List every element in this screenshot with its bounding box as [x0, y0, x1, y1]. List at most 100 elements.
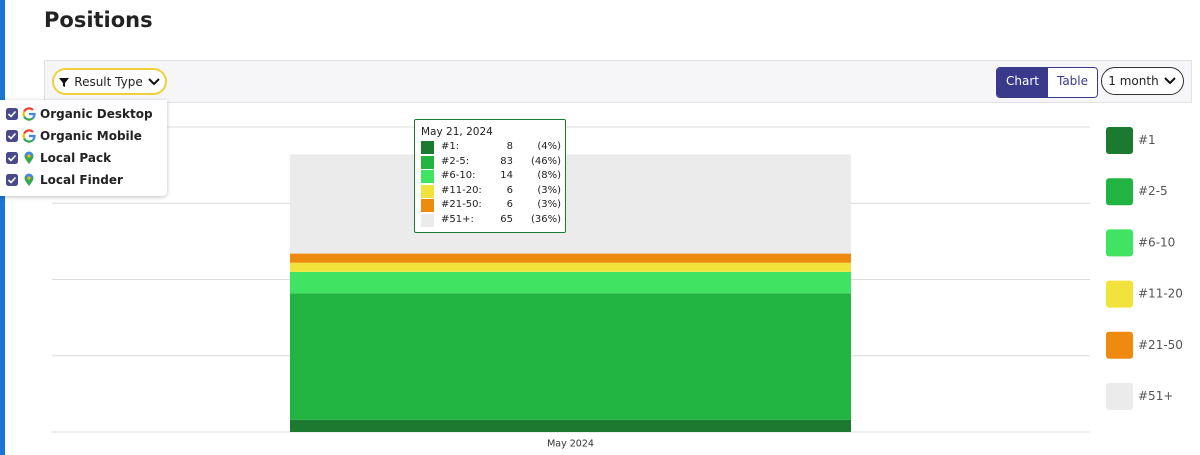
maps-icon [24, 151, 34, 164]
tooltip-value: 65 [500, 214, 513, 225]
legend-swatch [1106, 383, 1133, 410]
filter-button[interactable]: Result Type [52, 68, 167, 95]
tooltip-label: #1: [441, 141, 460, 152]
tooltip-value: 83 [500, 155, 513, 167]
filter-icon [59, 77, 70, 87]
menu-label: Local Finder [40, 173, 123, 187]
tooltip-swatch [421, 141, 434, 154]
area-segment [290, 271, 851, 294]
area-segment [290, 262, 851, 272]
tooltip-swatch [421, 184, 434, 198]
menu-item[interactable]: Local Finder [6, 170, 123, 190]
view-toggle: Chart Table [996, 67, 1099, 98]
legend-label: #51+ [1138, 389, 1173, 403]
pin-dot [27, 176, 31, 180]
checkbox [6, 174, 18, 186]
legend-label: #6-10 [1138, 235, 1175, 249]
check [7, 176, 17, 184]
tooltip-row: #2-5: 83 (46%) [421, 155, 561, 169]
tooltip-label: #21-50: [441, 199, 482, 211]
area-segment [290, 293, 851, 420]
checkbox [6, 152, 18, 164]
menu-item[interactable]: Organic Desktop [6, 104, 153, 124]
tooltip-title: May 21, 2024 [421, 126, 493, 138]
legend-label: #21-50 [1138, 338, 1183, 352]
tooltip-label: #6-10: [441, 170, 476, 182]
tooltip-row: #6-10: 14 (8%) [421, 170, 561, 184]
menu-item[interactable]: Local Pack [6, 148, 111, 168]
view-option[interactable]: Table [1047, 68, 1098, 97]
tooltip-value: 6 [506, 199, 513, 211]
tooltip-value: 14 [500, 170, 513, 182]
checkbox-box [6, 174, 18, 186]
tooltip-row: #1: 8 (4%) [421, 141, 561, 154]
legend-swatch [1106, 229, 1133, 257]
tooltip: May 21, 2024 #1: 8 (4%) #2-5: 83 (46%) #6-10: 1… [414, 119, 566, 233]
g-red [23, 129, 34, 135]
menu-label: Organic Desktop [40, 107, 153, 121]
pin-dot [27, 154, 31, 158]
google-icon [22, 129, 36, 143]
tooltip-swatch [421, 214, 434, 227]
g-yellow [22, 111, 26, 117]
tooltip-swatch [421, 170, 434, 184]
tooltip-label: #11-20: [441, 184, 482, 196]
filter-label: Result Type [74, 74, 143, 89]
google-icon [22, 107, 36, 121]
check [7, 132, 17, 140]
checkbox-box [6, 130, 18, 142]
checkbox-box [6, 108, 18, 120]
checkbox-box [6, 152, 18, 164]
menu-label: Local Pack [40, 151, 112, 165]
area-segment [290, 154, 851, 254]
period-button[interactable]: 1 month [1101, 67, 1184, 95]
g-yellow [22, 133, 26, 139]
menu-label: Organic Mobile [40, 129, 142, 143]
period-label: 1 month [1108, 74, 1159, 88]
checkbox [6, 130, 18, 142]
tooltip-percent: (46%) [530, 155, 561, 167]
g-blue [29, 134, 36, 141]
page-title: Positions [44, 8, 153, 32]
tooltip-value: 8 [506, 141, 513, 152]
tooltip-swatch [421, 155, 434, 169]
checkbox [6, 108, 18, 120]
tooltip-label: #2-5: [441, 155, 470, 167]
check [7, 110, 17, 118]
tooltip-percent: (3%) [537, 199, 561, 211]
g-green [23, 137, 34, 143]
legend-label: #1 [1138, 133, 1156, 147]
tooltip-percent: (8%) [537, 170, 561, 182]
legend-label: #2-5 [1138, 184, 1168, 198]
chevron [1163, 77, 1176, 85]
legend-swatch [1106, 127, 1133, 154]
legend-label: #11-20 [1138, 287, 1183, 301]
tooltip-row: #51+: 65 (36%) [421, 214, 561, 227]
result-type-menu: Organic Desktop Organic Mobile Local Pack L… [0, 100, 167, 196]
tooltip-label: #51+: [441, 214, 474, 225]
legend-swatch [1106, 280, 1133, 308]
area-segment [290, 419, 851, 432]
tooltip-percent: (4%) [537, 141, 561, 152]
g-red [23, 107, 34, 113]
view-option[interactable]: Chart [997, 68, 1048, 97]
menu-item[interactable]: Organic Mobile [6, 126, 142, 146]
g-blue [29, 112, 36, 119]
legend-swatch [1106, 331, 1133, 359]
check [7, 154, 17, 162]
tooltip-percent: (3%) [537, 184, 561, 196]
area-segment [290, 253, 851, 263]
tooltip-percent: (36%) [530, 214, 561, 225]
tooltip-row: #21-50: 6 (3%) [421, 199, 561, 213]
g-green [23, 115, 34, 121]
x-tick-label: May 2024 [547, 439, 594, 450]
maps-icon [24, 173, 34, 186]
tooltip-row: #11-20: 6 (3%) [421, 184, 561, 198]
chevron [148, 77, 160, 85]
tooltip-swatch [421, 199, 434, 213]
legend-swatch [1106, 178, 1133, 206]
side-bar [0, 0, 5, 455]
tooltip-value: 6 [506, 184, 513, 196]
